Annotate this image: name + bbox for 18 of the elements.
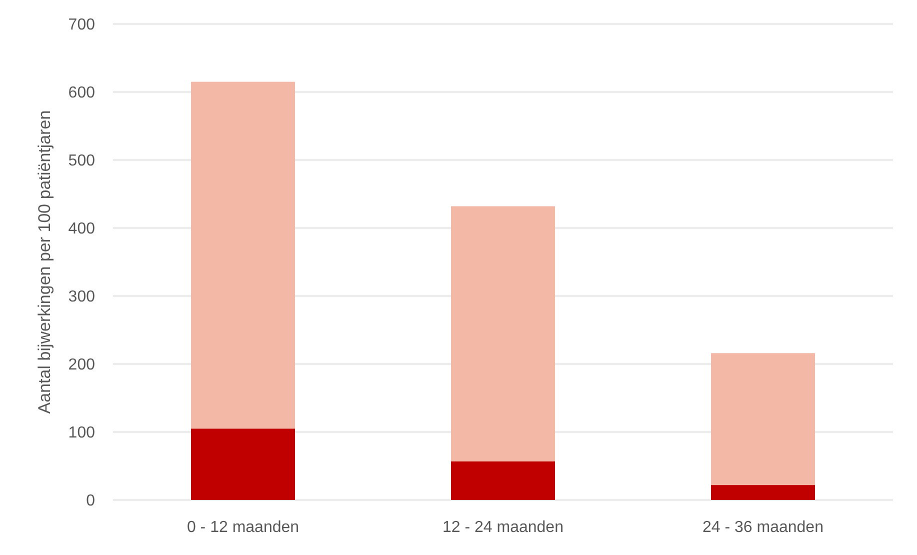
y-tick-label: 700: [68, 16, 96, 34]
y-tick-label: 600: [68, 84, 96, 102]
x-tick-label: 24 - 36 maanden: [702, 519, 824, 536]
y-tick-label: 100: [68, 424, 96, 442]
bar: [451, 206, 555, 462]
bar: [711, 485, 815, 500]
y-tick-label: 400: [68, 220, 96, 238]
bar: [451, 461, 555, 500]
x-tick-label: 0 - 12 maanden: [186, 519, 300, 536]
bar: [191, 428, 295, 500]
y-tick-label: 0: [86, 492, 96, 510]
y-tick-label: 300: [68, 288, 96, 306]
y-axis-title: Aantal bijwerkingen per 100 patiëntjaren: [35, 110, 54, 414]
y-tick-label: 500: [68, 152, 96, 170]
y-tick-label: 200: [68, 356, 96, 374]
bar: [711, 353, 815, 486]
x-tick-label: 12 - 24 maanden: [442, 519, 564, 536]
bar: [191, 82, 295, 429]
